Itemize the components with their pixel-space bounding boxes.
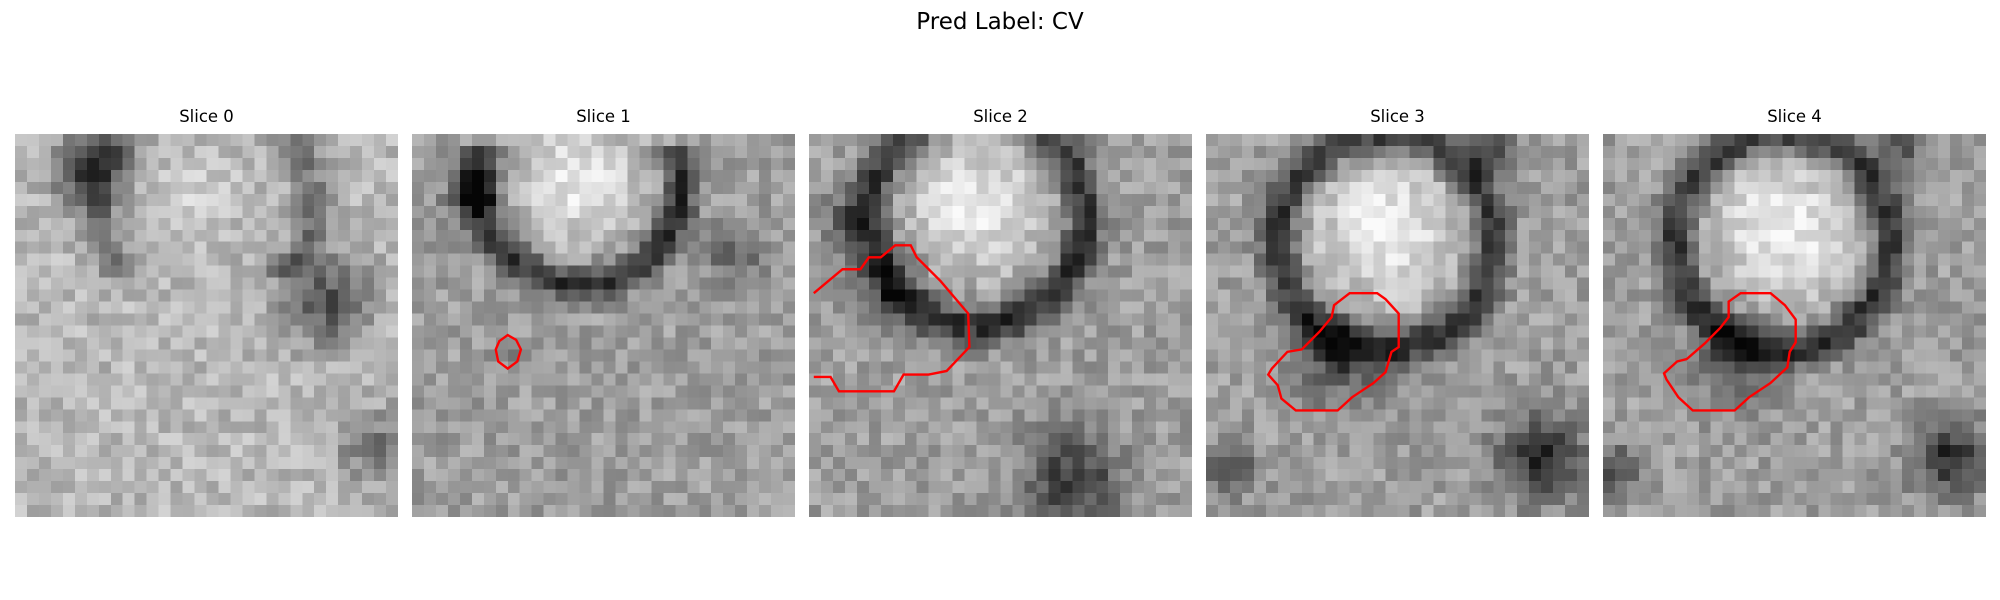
segmentation-contour bbox=[494, 333, 523, 371]
slice-image bbox=[1206, 134, 1589, 517]
slice-title: Slice 3 bbox=[1370, 107, 1425, 126]
slice-title: Slice 2 bbox=[973, 107, 1028, 126]
figure-title: Pred Label: CV bbox=[916, 9, 1084, 35]
slice-image bbox=[15, 134, 398, 517]
segmentation-contour bbox=[1662, 291, 1797, 412]
segmentation-contour bbox=[813, 244, 971, 393]
slice-title: Slice 4 bbox=[1767, 107, 1822, 126]
slice-image bbox=[809, 134, 1192, 517]
segmentation-contour bbox=[1266, 291, 1400, 412]
slice-image bbox=[1603, 134, 1986, 517]
slice-image bbox=[412, 134, 795, 517]
slice-title: Slice 1 bbox=[576, 107, 631, 126]
slice-title: Slice 0 bbox=[179, 107, 234, 126]
